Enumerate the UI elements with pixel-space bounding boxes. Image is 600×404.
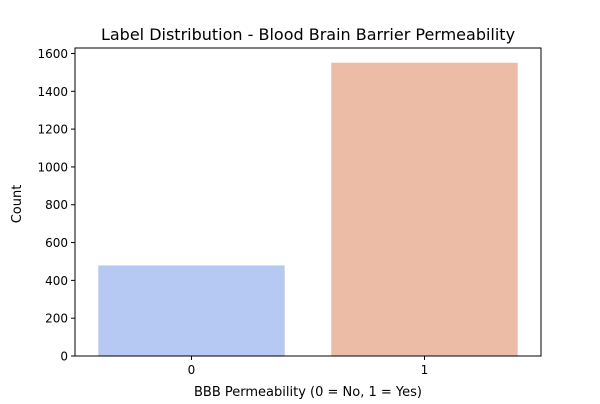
chart-title: Label Distribution - Blood Brain Barrier… bbox=[101, 25, 515, 44]
y-tick-label: 1000 bbox=[37, 160, 68, 174]
plot-area: 0 200 400 600 800 1000 1200 1400 1600 0 1 bbox=[37, 47, 542, 377]
y-tick-label: 1400 bbox=[37, 85, 68, 99]
y-tick-label: 200 bbox=[45, 312, 68, 326]
x-tick-label: 1 bbox=[421, 363, 429, 377]
y-tick-label: 1200 bbox=[37, 123, 68, 137]
y-tick-label: 400 bbox=[45, 274, 68, 288]
bar-1 bbox=[331, 62, 518, 356]
bar-0 bbox=[98, 265, 285, 356]
x-axis-label: BBB Permeability (0 = No, 1 = Yes) bbox=[194, 385, 422, 400]
x-tick-label: 0 bbox=[188, 363, 196, 377]
y-tick-label: 600 bbox=[45, 236, 68, 250]
y-tick-label: 0 bbox=[60, 350, 68, 364]
plot-frame bbox=[74, 47, 542, 357]
y-axis-label: Count bbox=[10, 185, 25, 224]
y-tick-label: 800 bbox=[45, 198, 68, 212]
y-tick-label: 1600 bbox=[37, 47, 68, 61]
